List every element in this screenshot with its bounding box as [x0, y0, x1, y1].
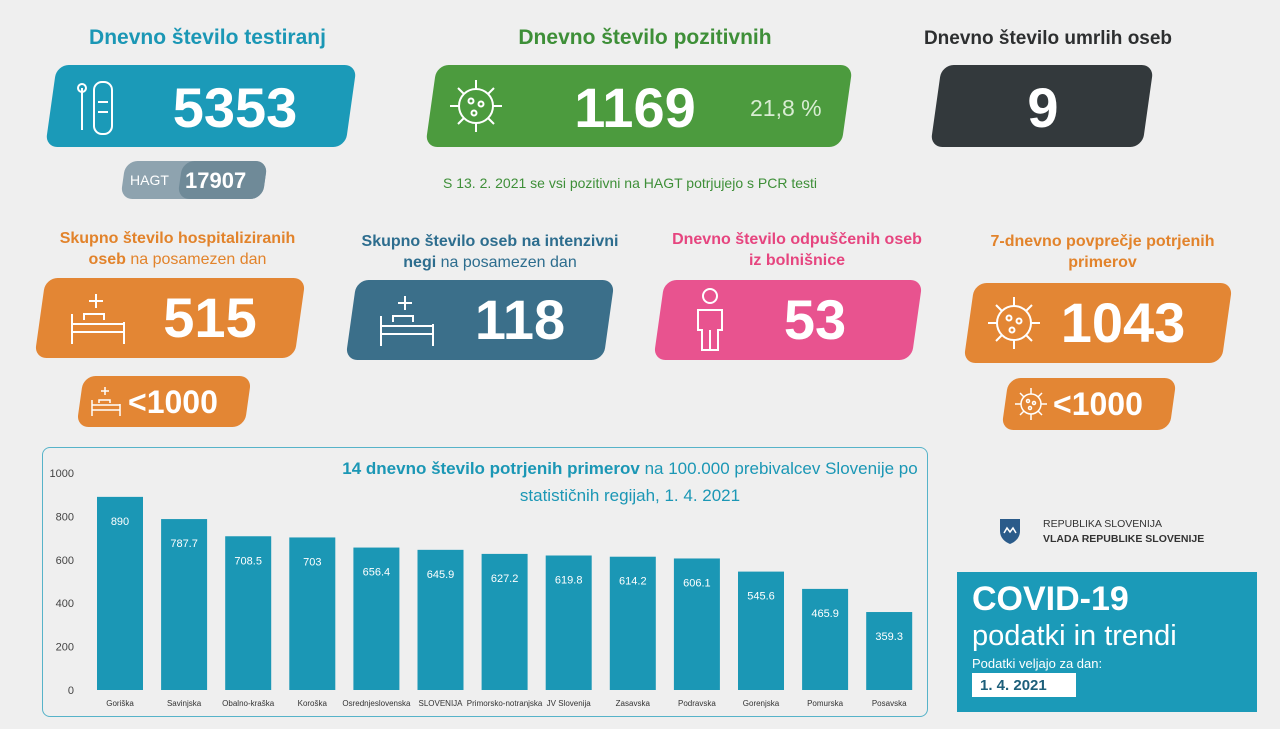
bar	[417, 549, 464, 690]
value-label: 656.4	[363, 567, 391, 579]
bar	[353, 547, 400, 690]
bar	[673, 558, 720, 690]
tests-title: Dnevno število testiranj	[89, 26, 326, 49]
positive-share: 21,8 %	[750, 95, 822, 121]
x-tick-label: Gorenjska	[743, 699, 780, 708]
logo-line1: REPUBLIKA SLOVENIJA	[1043, 518, 1163, 530]
x-tick-label: Goriška	[106, 699, 134, 708]
hospital-title: Skupno število hospitaliziranih oseb na …	[40, 228, 315, 270]
positive-title: Dnevno število pozitivnih	[518, 26, 772, 49]
deaths-value: 9	[1027, 76, 1059, 139]
virus-icon	[450, 80, 502, 132]
icu-value: 118	[474, 288, 566, 351]
value-label: 614.2	[619, 576, 647, 588]
icu-title: Skupno število oseb na intenzivni negi n…	[345, 231, 635, 273]
hospital-sub: <1000	[128, 384, 218, 420]
value-label: 645.9	[427, 569, 455, 581]
value-label: 545.6	[747, 591, 775, 603]
hagt-label: HAGT	[130, 172, 169, 188]
average-sub: <1000	[1053, 386, 1143, 422]
test-icon	[77, 81, 113, 135]
virus-icon-small	[1015, 388, 1047, 420]
y-tick-label: 0	[68, 685, 74, 697]
released-value: 53	[783, 288, 847, 351]
icu-title-rest: na posamezen dan	[440, 254, 577, 271]
banner-subtitle: podatki in trendi	[972, 620, 1177, 652]
bar	[866, 612, 913, 690]
chart-title-rest: na 100.000 prebivalcev Slovenije po stat…	[519, 459, 918, 505]
average-title: 7-dnevno povprečje potrjenih primerov	[990, 233, 1215, 271]
bar	[545, 555, 592, 690]
y-tick-label: 400	[56, 598, 74, 610]
positive-value: 1169	[574, 76, 696, 139]
person-icon	[697, 288, 723, 351]
logo-line2: VLADA REPUBLIKE SLOVENIJE	[1043, 533, 1205, 545]
x-tick-label: Obalno-kraška	[222, 699, 275, 708]
x-tick-label: Pomurska	[807, 699, 844, 708]
banner-date: 1. 4. 2021	[980, 677, 1047, 694]
chart-panel	[42, 447, 928, 717]
y-tick-label: 200	[56, 642, 74, 654]
x-tick-label: Primorsko-notranjska	[467, 699, 543, 708]
deaths-title: Dnevno število umrlih oseb	[923, 28, 1173, 49]
y-tick-label: 800	[56, 511, 74, 523]
bar	[289, 537, 336, 690]
value-label: 787.7	[170, 538, 198, 550]
virus-icon	[988, 297, 1040, 349]
x-tick-label: Koroška	[298, 699, 328, 708]
x-tick-label: Zasavska	[616, 699, 651, 708]
y-tick-label: 1000	[50, 468, 74, 480]
value-label: 627.2	[491, 573, 519, 585]
hospital-title-bold: Skupno število hospitaliziranih oseb	[59, 230, 296, 268]
value-label: 606.1	[683, 577, 711, 589]
bed-icon	[71, 294, 125, 344]
hospital-title-rest: na posamezen dan	[130, 251, 267, 268]
banner-valid-label: Podatki veljajo za dan:	[972, 656, 1103, 671]
hagt-value: 17907	[185, 168, 247, 193]
hospital-value: 515	[163, 286, 257, 349]
released-title: Dnevno število odpuščenih oseb iz bolniš…	[672, 231, 922, 269]
bar	[97, 496, 143, 690]
value-label: 708.5	[234, 555, 262, 567]
chart-title-bold: 14 dnevno število potrjenih primerov	[342, 459, 640, 478]
x-tick-label: Posavska	[872, 699, 907, 708]
value-label: 890	[111, 516, 129, 528]
bar	[738, 571, 784, 690]
x-tick-label: Savinjska	[167, 699, 202, 708]
x-tick-label: Osrednjeslovenska	[342, 699, 411, 708]
bed-icon	[380, 296, 434, 346]
x-tick-label: Podravska	[678, 699, 716, 708]
x-tick-label: JV Slovenija	[547, 699, 592, 708]
tests-value: 5353	[172, 76, 298, 139]
y-tick-label: 600	[56, 555, 74, 567]
average-value: 1043	[1060, 291, 1186, 354]
bar	[161, 519, 208, 690]
bed-icon-small	[91, 387, 121, 416]
value-label: 703	[303, 556, 321, 568]
coat-of-arms	[1000, 519, 1020, 544]
icu-title-bold: Skupno število oseb na intenzivni negi	[361, 233, 619, 271]
value-label: 465.9	[811, 608, 839, 620]
bar	[609, 556, 656, 690]
x-tick-label: SLOVENIJA	[418, 699, 463, 708]
value-label: 619.8	[555, 575, 583, 587]
bar	[802, 588, 849, 690]
bar	[225, 536, 272, 690]
date-box	[972, 673, 1076, 697]
chart-title: 14 dnevno število potrjenih primerov na …	[330, 455, 930, 509]
value-label: 359.3	[875, 631, 903, 643]
banner-title: COVID-19	[972, 580, 1129, 618]
chart: 0 200 400 600 800 1000 890 Goriška 787.7 Savinjsk…	[50, 468, 913, 708]
positive-note: S 13. 2. 2021 se vsi pozitivni na HAGT p…	[442, 175, 818, 191]
bar	[481, 553, 528, 690]
